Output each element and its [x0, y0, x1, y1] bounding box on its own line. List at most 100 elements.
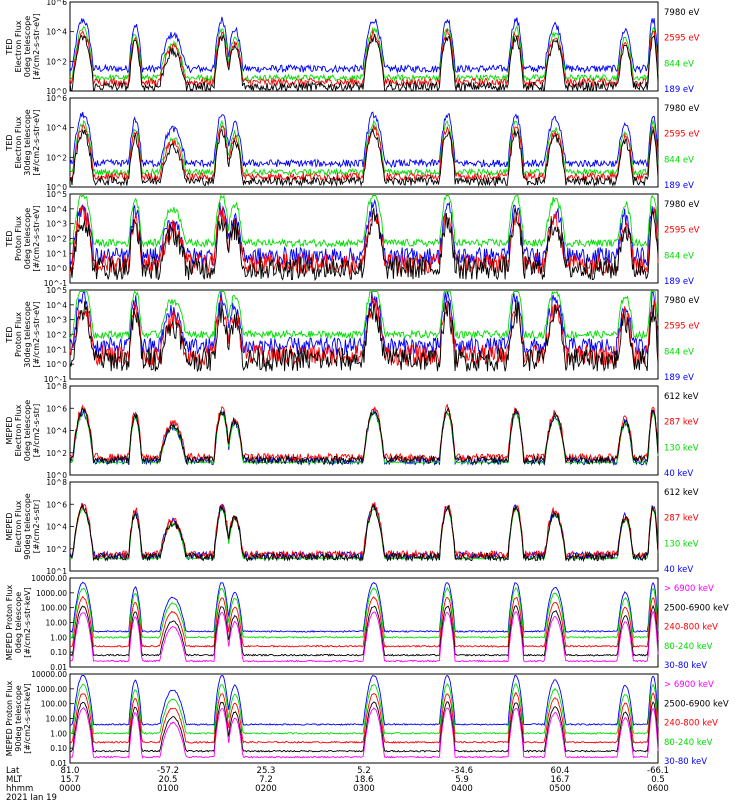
legend-label: 612 keV	[664, 488, 699, 498]
legend-label: 30-80 keV	[664, 757, 707, 767]
y-tick-label: 10^1	[46, 345, 67, 354]
y-tick-label: 10^2	[46, 57, 67, 66]
y-tick-label: 1000.00	[36, 685, 67, 694]
y-tick-label: 10^4	[46, 427, 67, 436]
y-tick-label: 10^1	[46, 249, 67, 258]
y-axis-title: 90deg telescope	[14, 685, 23, 752]
y-tick-label: 10^2	[46, 449, 67, 458]
legend-label: 7980 eV	[664, 104, 700, 114]
x-tick-label: 16.7	[551, 775, 570, 785]
panel-4: 10^5 10^4 10^3 10^2 10^1 10^0 10^-1 TED Proton F…	[5, 286, 700, 384]
y-axis-title: 0deg telescope	[14, 592, 23, 653]
y-tick-label: 10^-1	[44, 279, 68, 288]
x-tick-label: 0300	[353, 784, 375, 794]
series-line	[69, 682, 659, 735]
panel-1: 10^6 10^4 10^2 10^0 TED Electron Flux 0deg tel…	[5, 0, 700, 96]
legend-label: 287 keV	[664, 514, 699, 524]
legend-label: 844 eV	[664, 155, 694, 165]
series-line	[69, 701, 659, 753]
panel-8: 10000.00 1000.00 100.00 10.00 1.00 0.10 0.01 ME…	[5, 670, 729, 768]
legend-label: 612 keV	[664, 392, 699, 402]
y-axis-title: [#/cm2-s-str-eV]	[32, 13, 41, 79]
y-axis-title: MEPED Proton Flux	[5, 584, 14, 660]
x-tick-label: -57.2	[157, 766, 179, 776]
x-row-label: Lat	[6, 766, 20, 776]
y-tick-label: 1.00	[50, 729, 67, 738]
y-tick-label: 10^1	[46, 567, 67, 576]
y-tick-label: 10^4	[46, 124, 67, 133]
series-line	[69, 503, 659, 563]
y-tick-label: 10^3	[46, 220, 67, 229]
panel-2: 10^6 10^4 10^2 10^0 TED Electron Flux 30deg te…	[5, 94, 700, 192]
y-axis-title: TED	[5, 38, 14, 55]
legend-label: 189 eV	[664, 181, 694, 191]
y-tick-label: 10^2	[46, 331, 67, 340]
legend-label: 80-240 keV	[664, 642, 713, 652]
y-axis-title: MEPED	[5, 513, 14, 541]
series-line	[69, 111, 659, 169]
y-axis-title: Proton Flux	[14, 312, 23, 357]
y-tick-label: 10^5	[46, 286, 67, 295]
series-line	[69, 127, 659, 188]
x-tick-label: 5.2	[357, 766, 371, 776]
y-tick-label: 10^8	[46, 478, 67, 487]
y-axis-title: [#/cm2-s-str]	[32, 404, 41, 457]
legend-label: 844 eV	[664, 251, 694, 261]
y-axis-title: Electron Flux	[14, 500, 23, 552]
series-line	[69, 586, 659, 639]
legend-label: 189 eV	[664, 85, 694, 95]
y-tick-label: 10.00	[46, 715, 68, 724]
y-tick-label: 10^6	[46, 0, 67, 7]
series-line	[69, 691, 659, 744]
y-axis-title: 30deg telescope	[23, 109, 32, 176]
x-tick-label: 15.7	[61, 775, 80, 785]
y-axis-title: Electron Flux	[14, 20, 23, 72]
y-tick-label: 0.01	[50, 663, 67, 672]
legend-label: 844 eV	[664, 347, 694, 357]
panel-5: 10^8 10^6 10^4 10^2 10^0 MEPED Electron Flux 0d…	[5, 382, 699, 480]
y-tick-label: 10^0	[46, 471, 67, 480]
y-axis-title: 30deg telescope	[23, 301, 32, 368]
y-tick-label: 10^4	[46, 301, 67, 310]
x-tick-label: 5.9	[455, 775, 469, 785]
y-axis-title: TED	[5, 134, 14, 151]
panel-frame	[69, 1, 659, 92]
x-tick-label: 0500	[549, 784, 571, 794]
y-tick-label: 0.10	[50, 648, 67, 657]
x-tick-label: 18.6	[355, 775, 374, 785]
y-tick-label: 100.00	[41, 700, 67, 709]
y-tick-label: 0.01	[50, 759, 67, 768]
y-tick-label: 100.00	[41, 604, 67, 613]
legend-label: 2500-6900 keV	[664, 699, 729, 709]
y-tick-label: 10^2	[46, 153, 67, 162]
legend-label: 287 keV	[664, 418, 699, 428]
y-axis-title: 0deg telescope	[23, 400, 32, 461]
legend-label: 30-80 keV	[664, 661, 707, 671]
panel-frame	[69, 97, 659, 188]
y-axis-title: Electron Flux	[14, 404, 23, 456]
series-line	[69, 204, 659, 276]
series-line	[69, 595, 659, 649]
y-tick-label: 10^4	[46, 205, 67, 214]
y-axis-title: TED	[5, 326, 14, 343]
y-tick-label: 10^0	[46, 87, 67, 96]
series-line	[69, 16, 659, 74]
y-tick-label: 10^3	[46, 316, 67, 325]
y-tick-label: 10000.00	[31, 574, 67, 583]
x-row-label: hhmm	[6, 784, 33, 794]
legend-label: 130 keV	[664, 539, 699, 549]
series-line	[69, 194, 659, 249]
series-line	[69, 604, 659, 657]
panel-7: 10000.00 1000.00 100.00 10.00 1.00 0.10 0.01 ME…	[5, 574, 729, 672]
y-tick-label: 10^2	[46, 545, 67, 554]
y-axis-title: [#/cm2-s-str]	[32, 500, 41, 553]
legend-label: 7980 eV	[664, 200, 700, 210]
y-axis-title: 0deg telescope	[23, 16, 32, 77]
series-line	[69, 124, 659, 182]
legend-label: 240-800 keV	[664, 719, 718, 729]
y-tick-label: 10^2	[46, 235, 67, 244]
series-line	[69, 198, 659, 267]
